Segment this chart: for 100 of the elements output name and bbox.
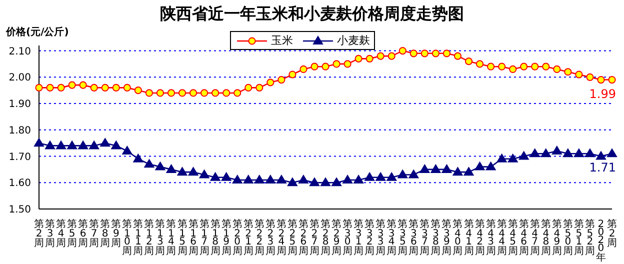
point xyxy=(364,172,375,181)
point xyxy=(430,164,441,173)
point xyxy=(100,138,110,147)
x-tick-label: 第52周 xyxy=(584,218,595,258)
x-tick-label: 第44周 xyxy=(496,218,507,258)
x-tick-label: 第41周 xyxy=(464,218,474,258)
point xyxy=(322,62,330,70)
point xyxy=(288,70,296,78)
legend-label: 玉米 xyxy=(271,33,293,48)
y-tick-label: 1.70 xyxy=(8,152,31,163)
point xyxy=(376,172,386,181)
x-tick-label: 第8周 xyxy=(100,218,110,250)
point xyxy=(531,62,539,70)
point xyxy=(287,178,298,186)
point xyxy=(35,84,43,92)
y-tick-label: 2.10 xyxy=(8,46,31,58)
x-tick-label: 第46周 xyxy=(518,218,529,258)
point xyxy=(540,148,551,158)
point xyxy=(574,148,584,158)
point xyxy=(46,84,54,92)
point xyxy=(166,164,176,173)
x-tick-label: 第43周 xyxy=(486,218,496,258)
x-tick-label: 第39周 xyxy=(442,218,452,258)
point xyxy=(68,81,76,89)
point xyxy=(454,52,462,60)
point xyxy=(420,50,428,58)
x-tick-label: 2020年 xyxy=(596,219,606,264)
point xyxy=(608,76,616,84)
x-tick-label: 第15周 xyxy=(177,218,188,258)
x-tick-label: 第21周 xyxy=(243,218,254,258)
point xyxy=(586,73,594,81)
x-tick-label: 第36周 xyxy=(408,218,419,258)
point xyxy=(144,159,154,168)
point xyxy=(133,154,144,162)
legend-label: 小麦麸 xyxy=(337,33,370,48)
point xyxy=(552,146,562,154)
point xyxy=(366,54,374,62)
point xyxy=(145,89,153,97)
point xyxy=(300,65,308,74)
x-tick-label: 第12周 xyxy=(144,218,154,258)
point xyxy=(498,62,506,70)
point xyxy=(597,76,605,84)
point xyxy=(474,162,485,170)
point xyxy=(122,146,132,154)
x-tick-label: 第22周 xyxy=(254,218,264,258)
x-tick-label: 第30周 xyxy=(342,218,353,258)
point xyxy=(243,174,254,184)
y-tick-label: 1.90 xyxy=(8,99,31,110)
x-tick-label: 第33周 xyxy=(376,218,386,258)
point xyxy=(254,174,264,184)
x-tick-label: 第19周 xyxy=(221,218,232,258)
point xyxy=(509,65,517,74)
point xyxy=(398,170,408,178)
point xyxy=(45,140,56,150)
chart-title: 陕西省近一年玉米和小麦麸价格周度走势图 xyxy=(159,4,465,25)
point xyxy=(90,84,98,92)
point xyxy=(386,172,397,181)
point xyxy=(178,89,186,97)
point xyxy=(354,54,362,62)
data-label: 1.99 xyxy=(589,86,616,101)
point xyxy=(542,62,550,70)
x-tick-label: 第25周 xyxy=(287,218,298,258)
x-tick-label: 第10周 xyxy=(122,218,132,258)
x-tick-label: 第20周 xyxy=(232,218,242,258)
point xyxy=(607,148,617,158)
x-tick-label: 第24周 xyxy=(276,218,286,258)
point xyxy=(278,76,286,84)
point xyxy=(156,89,164,97)
point xyxy=(56,140,66,150)
point xyxy=(520,62,528,70)
point xyxy=(530,148,540,158)
point xyxy=(78,140,88,150)
x-tick-label: 第2周 xyxy=(607,218,617,250)
point xyxy=(276,174,286,184)
y-tick-label: 2.00 xyxy=(8,72,31,84)
point xyxy=(189,89,198,97)
point xyxy=(486,162,496,170)
x-tick-label: 第13周 xyxy=(155,218,166,258)
x-tick-label: 第5周 xyxy=(67,218,78,250)
x-tick-label: 第27周 xyxy=(309,218,320,258)
point xyxy=(34,138,44,147)
point xyxy=(111,140,122,150)
point xyxy=(221,172,232,181)
point xyxy=(452,167,463,176)
point xyxy=(354,174,364,184)
point xyxy=(410,50,418,58)
y-axis-title: 价格(元/公斤) xyxy=(6,26,69,39)
point xyxy=(266,78,274,86)
point xyxy=(310,62,318,70)
point xyxy=(89,140,100,150)
x-tick-label: 第2周 xyxy=(34,218,44,250)
x-tick-label: 第45周 xyxy=(508,218,518,258)
x-tick-label: 第23周 xyxy=(265,218,276,258)
x-tick-label: 第42周 xyxy=(474,218,485,258)
point xyxy=(167,89,176,97)
x-tick-label: 第34周 xyxy=(386,218,397,258)
point xyxy=(320,178,330,186)
point xyxy=(476,60,484,68)
point xyxy=(79,81,87,89)
x-tick-label: 第18周 xyxy=(210,218,220,258)
